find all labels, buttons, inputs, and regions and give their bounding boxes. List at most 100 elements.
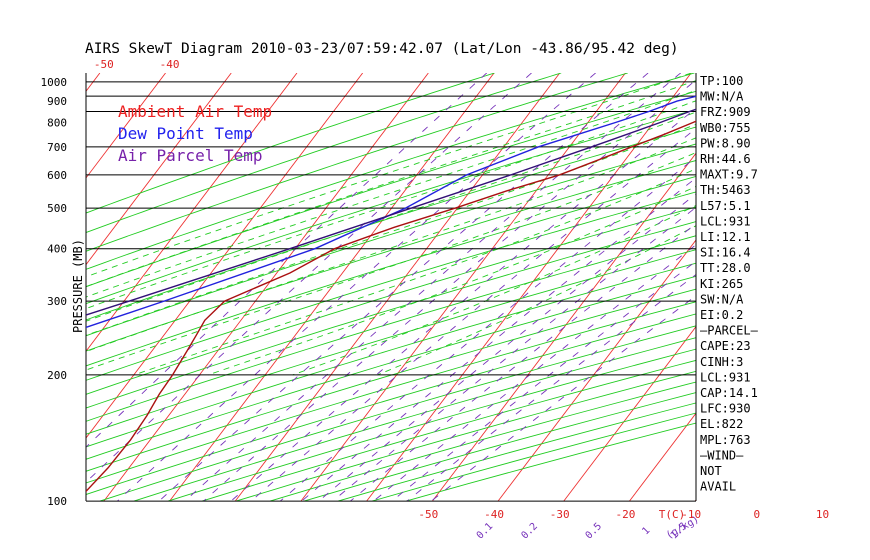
mixing-ratio-label: 1 [640,525,652,537]
isotherm-line [103,73,429,501]
legend: Ambient Air Temp Dew Point Temp Air Parcel… [118,102,272,165]
bottom-temp-tick-label: -10 [681,508,701,521]
isotherm-line [300,73,626,501]
index-entry: –PARCEL– [700,324,759,338]
chart-title: AIRS SkewT Diagram 2010-03-23/07:59:42.0… [85,41,679,57]
index-entry: NOT [700,464,722,478]
moist-adiabat-line [86,100,696,310]
dry-adiabat-line [86,73,562,233]
index-entry: LFC:930 [700,402,751,416]
legend-entry: Air Parcel Temp [118,146,263,165]
isotherm-line [86,73,298,353]
pressure-tick-label: 900 [47,95,67,108]
dry-adiabat-line [86,221,696,409]
pressure-tick-label: 600 [47,169,67,182]
mixing-ratio-line [86,73,532,483]
isobar-layer [85,73,697,502]
dry-adiabat-line [86,109,696,305]
legend-entry: Dew Point Temp [118,124,253,143]
index-entry: SW:N/A [700,292,744,306]
bottom-temp-tick-label: -30 [550,508,570,521]
series-line-ambient-air-temp [86,120,696,493]
legend-entry: Ambient Air Temp [118,102,272,121]
index-entry: KI:265 [700,277,743,291]
index-entry: LCL:931 [700,370,751,384]
pressure-tick-label: 200 [47,369,67,382]
dry-adiabat-line [86,262,696,448]
dry-adiabat-line [86,191,696,381]
mixing-ratio-label: 0.2 [519,521,540,542]
dry-adiabat-line [86,301,696,484]
dry-adiabat-line [86,90,696,288]
index-entry: EI:0.2 [700,308,743,322]
isotherm-line [0,73,34,501]
mixing-ratio-line [318,193,696,501]
index-entry: LI:12.1 [700,230,751,244]
mixing-ratio-line [86,73,488,448]
dry-adiabat-line [86,73,695,270]
dry-adiabat-line [86,206,696,395]
isotherm-line [563,325,696,501]
index-entry: CAP:14.1 [700,386,758,400]
mixing-ratio-label: 0.5 [584,521,605,542]
dry-adiabat-line [86,275,696,460]
y-axis-label: PRESSURE (MB) [71,239,85,333]
bottom-temp-tick-label: -40 [484,508,504,521]
index-entry: MPL:763 [700,433,751,447]
dry-adiabat-line [86,313,696,495]
isotherm-line [827,73,870,501]
index-entry: EL:822 [700,417,743,431]
moist-adiabat-line [86,80,696,288]
pressure-tick-label: 400 [47,243,67,256]
dry-adiabat-line [86,288,696,472]
mixing-ratio-line [373,244,696,501]
mixing-ratio-line [431,295,696,501]
dry-adiabat-line [86,175,696,367]
dry-adiabat-line [86,249,696,435]
bottom-temp-tick-label: 10 [816,508,829,521]
dry-adiabat-line [86,126,696,321]
moist-adiabat-line [86,73,692,278]
isotherm-line [629,412,696,501]
isotherm-line [86,73,232,266]
dry-adiabat-line [371,412,696,501]
isotherm-line [86,73,364,439]
index-entry: TP:100 [700,74,743,88]
moist-adiabat-line [208,185,696,376]
dry-adiabat-line [86,73,495,214]
pressure-tick-label: 700 [47,141,67,154]
bottom-temp-tick-label: 0 [754,508,761,521]
isotherm-line [761,73,870,501]
moist-adiabat-line [86,111,696,322]
dry-adiabat-line [235,370,696,501]
isotherm-line [169,73,495,501]
index-entry: LCL:931 [700,214,751,228]
bottom-temp-tick-label: -50 [418,508,438,521]
dry-adiabat-line [405,422,696,501]
index-entry: CAPE:23 [700,339,751,353]
mixing-ratio-line [250,127,696,501]
isotherm-line [497,239,696,501]
index-entry: MAXT:9.7 [700,168,758,182]
bottom-temp-tick-label: -20 [616,508,636,521]
grid-layer [0,73,870,501]
moist-adiabat-line [86,89,696,298]
dry-adiabat-line [303,392,696,501]
dry-adiabat-line [99,325,696,501]
dry-adiabat-line [86,73,628,252]
isotherm-line [431,152,696,501]
index-entry: AVAIL [700,480,736,494]
index-entry: L57:5.1 [700,199,751,213]
dry-adiabat-line [201,359,696,501]
index-entry: RH:44.6 [700,152,751,166]
pressure-tick-label: 1000 [41,76,68,89]
series-line-air-parcel-temp [86,108,696,316]
index-entry: TH:5463 [700,183,751,197]
mixing-ratio-line [406,273,696,501]
pressure-tick-label: 500 [47,202,67,215]
index-entry: WB0:755 [700,121,751,135]
series-layer [86,95,696,493]
